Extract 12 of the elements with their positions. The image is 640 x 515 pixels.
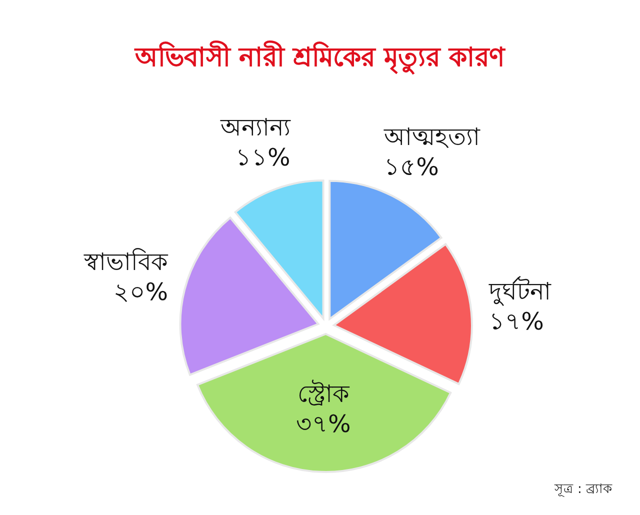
data-label: ১১% (235, 143, 290, 172)
slice-label: দুর্ঘটনা (488, 276, 552, 306)
slice-label: স্ট্রোক (297, 378, 350, 408)
chart-title: অভিবাসী নারী শ্রমিকের মৃত্যুর কারণ (134, 40, 506, 75)
slice-label: অন্যান্য (219, 113, 292, 142)
data-label: ২০% (113, 278, 168, 306)
data-label: ১৭% (489, 308, 544, 336)
slice-label: স্বাভাবিক (83, 248, 170, 276)
slice-label: আত্মহত্যা (383, 123, 482, 152)
data-label: ১৫% (384, 153, 439, 182)
text: সূত্র : ব্র্যাক (553, 482, 613, 497)
data-label: ৩৭% (296, 410, 351, 438)
